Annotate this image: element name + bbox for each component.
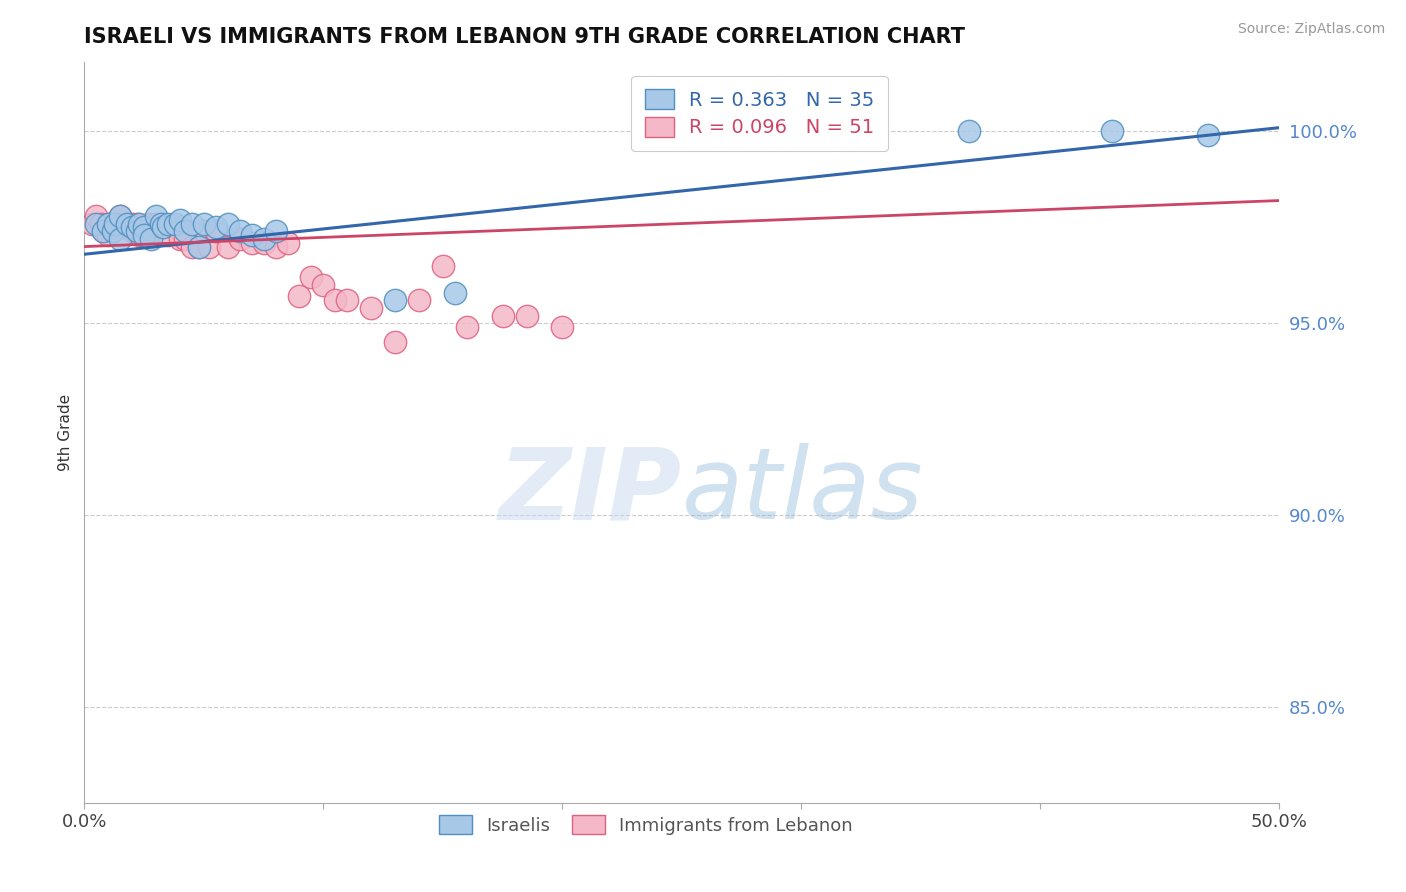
Point [264, 239, 287, 253]
Point [145, 209, 167, 223]
Text: atlas: atlas [682, 443, 924, 541]
Y-axis label: 9th Grade: 9th Grade [58, 394, 73, 471]
Point [104, 217, 127, 231]
Point [253, 232, 276, 246]
Point [97, 228, 120, 243]
Point [240, 228, 263, 243]
Point [173, 232, 195, 246]
Point [336, 293, 359, 308]
Point [217, 217, 239, 231]
Point [141, 224, 163, 238]
Point [114, 217, 136, 231]
Point [456, 320, 478, 334]
Point [188, 239, 211, 253]
Point [384, 293, 406, 308]
Point [104, 217, 127, 231]
Point [408, 293, 430, 308]
Point [1101, 124, 1123, 138]
Point [229, 232, 252, 246]
Point [93, 224, 115, 238]
Text: ZIP: ZIP [499, 443, 682, 541]
Point [205, 220, 228, 235]
Point [152, 220, 174, 235]
Point [117, 220, 139, 235]
Point [165, 217, 187, 231]
Point [125, 224, 148, 238]
Point [149, 217, 172, 231]
Point [157, 228, 180, 243]
Point [132, 220, 156, 235]
Point [138, 217, 160, 231]
Point [152, 220, 174, 235]
Point [121, 217, 143, 231]
Point [128, 217, 150, 231]
Point [110, 232, 132, 246]
Point [492, 309, 515, 323]
Point [288, 289, 311, 303]
Point [384, 335, 406, 350]
Point [181, 239, 204, 253]
Point [277, 235, 299, 250]
Point [169, 212, 191, 227]
Point [145, 217, 167, 231]
Point [141, 232, 163, 246]
Point [121, 220, 143, 235]
Point [80, 217, 103, 231]
Point [193, 224, 215, 238]
Point [264, 224, 287, 238]
Point [312, 277, 335, 292]
Text: Source: ZipAtlas.com: Source: ZipAtlas.com [1237, 22, 1385, 37]
Point [97, 217, 120, 231]
Point [101, 220, 124, 235]
Point [301, 270, 323, 285]
Point [205, 224, 228, 238]
Point [149, 220, 172, 235]
Point [86, 209, 108, 223]
Text: ISRAELI VS IMMIGRANTS FROM LEBANON 9TH GRADE CORRELATION CHART: ISRAELI VS IMMIGRANTS FROM LEBANON 9TH G… [84, 27, 966, 47]
Point [165, 220, 187, 235]
Point [957, 124, 980, 138]
Point [132, 220, 156, 235]
Point [169, 232, 191, 246]
Point [551, 320, 574, 334]
Point [188, 239, 211, 253]
Point [86, 217, 108, 231]
Point [193, 217, 215, 231]
Point [432, 259, 454, 273]
Point [125, 217, 148, 231]
Point [110, 209, 132, 223]
Point [240, 235, 263, 250]
Point [253, 235, 276, 250]
Point [101, 224, 124, 238]
Point [128, 228, 150, 243]
Point [117, 217, 139, 231]
Point [229, 224, 252, 238]
Point [132, 220, 156, 235]
Point [132, 228, 156, 243]
Point [1197, 128, 1219, 143]
Point [97, 217, 120, 231]
Point [90, 217, 112, 231]
Point [173, 224, 195, 238]
Point [121, 224, 143, 238]
Point [157, 217, 180, 231]
Point [93, 224, 115, 238]
Point [110, 209, 132, 223]
Point [325, 293, 347, 308]
Point [217, 239, 239, 253]
Legend: Israelis, Immigrants from Lebanon: Israelis, Immigrants from Lebanon [432, 808, 860, 842]
Point [360, 301, 382, 315]
Point [110, 220, 132, 235]
Point [197, 239, 219, 253]
Point [444, 285, 467, 300]
Point [181, 217, 204, 231]
Point [516, 309, 538, 323]
